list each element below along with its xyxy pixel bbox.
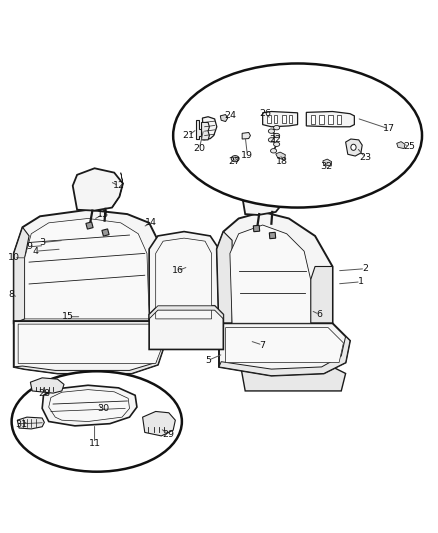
Polygon shape [289,115,292,123]
Polygon shape [112,173,123,207]
Ellipse shape [231,156,239,161]
Text: 18: 18 [276,157,288,166]
Ellipse shape [274,133,280,138]
Text: 4: 4 [32,247,39,256]
Polygon shape [149,306,223,350]
Text: 5: 5 [205,356,211,365]
Polygon shape [219,323,350,376]
Polygon shape [149,231,219,321]
Polygon shape [30,378,64,393]
Polygon shape [220,115,228,122]
Polygon shape [283,115,286,123]
Polygon shape [14,227,29,323]
Polygon shape [49,390,130,422]
Ellipse shape [173,63,422,207]
Polygon shape [201,123,209,140]
Text: 8: 8 [9,290,14,300]
Text: 1: 1 [358,277,364,286]
Polygon shape [202,117,217,140]
Text: 12: 12 [113,181,124,190]
Text: 2: 2 [362,264,368,273]
Polygon shape [73,168,123,211]
Ellipse shape [233,157,237,160]
Polygon shape [267,115,271,123]
Polygon shape [217,212,332,328]
Text: 23: 23 [359,153,371,162]
Text: 24: 24 [224,111,236,120]
Polygon shape [274,115,277,123]
Text: 19: 19 [241,151,253,160]
Polygon shape [17,417,44,429]
Polygon shape [149,306,223,319]
Polygon shape [25,219,149,319]
Text: 3: 3 [39,238,45,247]
Text: 20: 20 [193,144,205,153]
Polygon shape [242,133,251,139]
Polygon shape [346,139,362,156]
Text: 7: 7 [260,341,266,350]
Ellipse shape [351,144,356,150]
Polygon shape [143,411,175,436]
Text: 14: 14 [145,219,157,228]
Ellipse shape [12,372,182,472]
Polygon shape [311,266,332,328]
Polygon shape [14,210,162,323]
Polygon shape [219,336,350,376]
Text: 6: 6 [316,310,322,319]
Text: 13: 13 [97,209,110,219]
Polygon shape [263,111,297,127]
Text: 10: 10 [8,253,20,262]
Polygon shape [323,159,332,166]
Polygon shape [328,115,332,124]
Text: 17: 17 [383,125,395,133]
Text: 11: 11 [88,439,101,448]
Polygon shape [230,225,311,323]
Polygon shape [42,385,137,426]
Ellipse shape [274,125,280,130]
Polygon shape [276,152,286,159]
Polygon shape [226,328,343,362]
Text: 29: 29 [163,430,175,439]
Ellipse shape [271,149,277,153]
Polygon shape [14,321,166,374]
Text: 26: 26 [259,109,271,118]
Polygon shape [241,171,289,215]
Ellipse shape [274,142,280,147]
Text: 21: 21 [183,131,194,140]
Polygon shape [14,336,166,374]
Polygon shape [217,231,232,328]
Text: 16: 16 [172,266,184,276]
Polygon shape [397,142,405,149]
Text: 28: 28 [39,389,50,398]
Ellipse shape [268,129,275,133]
Polygon shape [241,367,346,391]
Ellipse shape [268,138,275,142]
Text: 25: 25 [403,142,415,151]
Text: 27: 27 [228,157,240,166]
Text: 15: 15 [62,312,74,321]
Text: 31: 31 [16,420,28,429]
Text: 22: 22 [270,135,282,144]
Polygon shape [155,238,212,319]
Polygon shape [337,115,341,124]
Text: 9: 9 [26,243,32,252]
Polygon shape [18,324,164,364]
Polygon shape [306,111,354,127]
Text: 32: 32 [320,163,332,172]
Polygon shape [319,115,324,124]
Polygon shape [196,120,202,139]
Text: 30: 30 [97,404,110,413]
Polygon shape [311,115,315,124]
